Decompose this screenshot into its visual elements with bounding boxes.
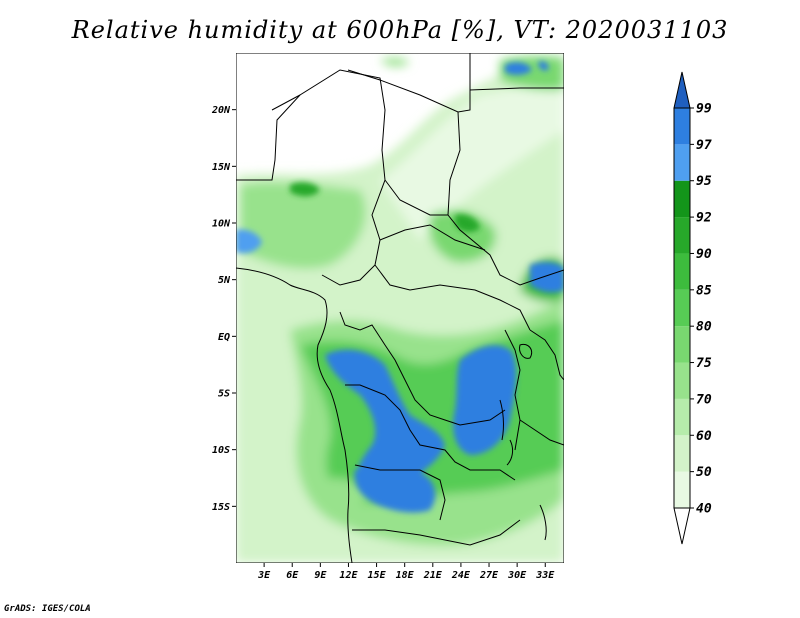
lon-tick-label: 3E — [257, 570, 271, 581]
latitude-axis: 20N 15N 10N 5N EQ 5S 10S 15S — [211, 105, 236, 513]
colorbar-label: 60 — [696, 429, 712, 444]
colorbar-label: 75 — [696, 356, 712, 371]
colorbar-band — [674, 253, 690, 290]
lon-tick-label: 6E — [286, 570, 299, 581]
colorbar-label: 95 — [696, 174, 712, 189]
colorbar-label: 50 — [696, 465, 712, 480]
lon-tick-label: 27E — [479, 570, 499, 581]
lat-tick-label: 5S — [218, 389, 230, 400]
lon-tick-label: 24E — [451, 570, 471, 581]
lon-tick-label: 18E — [396, 570, 415, 581]
lon-tick-label: 9E — [314, 570, 327, 581]
colorbar-band — [674, 289, 690, 327]
colorbar-band — [674, 144, 690, 181]
lon-tick-label: 21E — [423, 570, 443, 581]
map-title: Relative humidity at 600hPa [%], VT: 202… — [71, 16, 729, 44]
colorbar-label: 40 — [696, 502, 712, 517]
lon-tick-label: 15E — [368, 570, 387, 581]
colorbar-label: 97 — [696, 138, 712, 153]
colorbar: 40 50 60 70 75 80 85 90 92 95 97 99 — [673, 71, 712, 545]
longitude-axis: 3E 6E 9E 12E 15E 18E 21E 24E 27E 30E 33E — [257, 563, 555, 581]
colorbar-under-triangle — [673, 507, 691, 545]
colorbar-label: 90 — [696, 247, 712, 262]
lat-tick-label: EQ — [218, 332, 230, 343]
colorbar-band — [674, 217, 690, 254]
humidity-field — [236, 53, 564, 563]
grads-credit: GrADS: IGES/COLA — [4, 604, 91, 614]
lon-tick-label: 33E — [535, 570, 555, 581]
colorbar-band — [674, 326, 690, 363]
colorbar-band — [674, 435, 690, 472]
colorbar-frame — [673, 107, 691, 509]
colorbar-band — [674, 398, 690, 436]
lat-tick-label: 10S — [212, 445, 230, 456]
lon-tick-label: 12E — [339, 570, 358, 581]
lat-tick-label: 15S — [212, 502, 230, 513]
colorbar-band — [674, 471, 690, 508]
colorbar-band — [674, 362, 690, 399]
colorbar-over-triangle — [673, 71, 691, 109]
lat-tick-label: 20N — [211, 105, 231, 116]
colorbar-label: 80 — [696, 320, 712, 335]
lon-tick-label: 30E — [507, 570, 527, 581]
colorbar-label: 85 — [696, 283, 712, 298]
lat-tick-label: 15N — [212, 162, 231, 173]
colorbar-label: 92 — [696, 211, 712, 226]
colorbar-label: 99 — [696, 102, 712, 117]
colorbar-band — [674, 180, 690, 218]
colorbar-label: 70 — [696, 392, 712, 407]
lat-tick-label: 5N — [218, 275, 231, 286]
lat-tick-label: 10N — [212, 219, 231, 230]
colorbar-band — [674, 108, 690, 145]
